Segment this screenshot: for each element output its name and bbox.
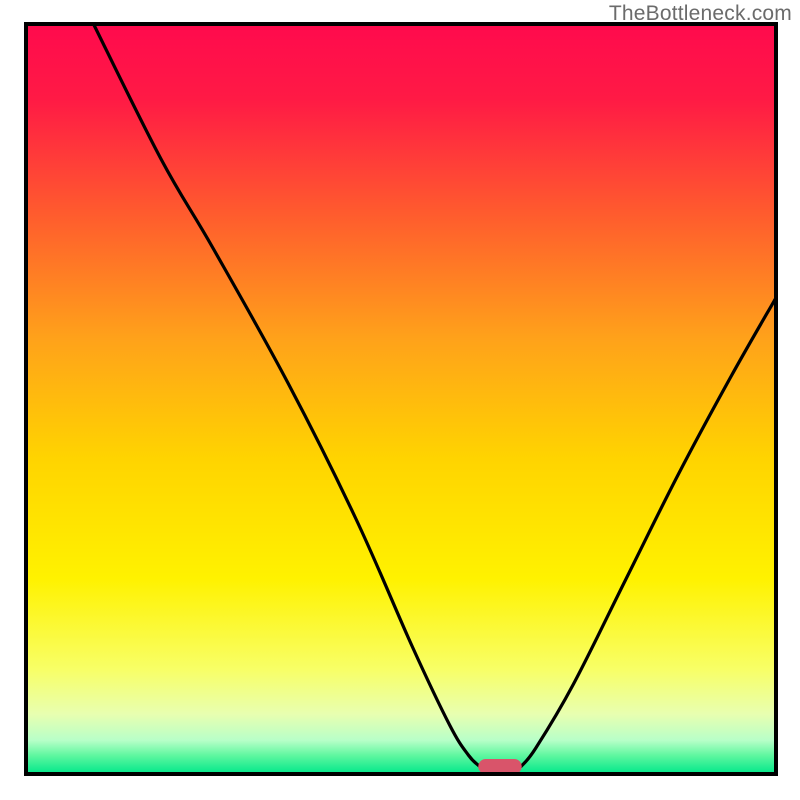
bottleneck-chart: TheBottleneck.com bbox=[0, 0, 800, 800]
chart-svg bbox=[0, 0, 800, 800]
optimal-point-marker bbox=[478, 759, 522, 774]
watermark-text: TheBottleneck.com bbox=[609, 2, 792, 26]
heat-gradient-background bbox=[26, 24, 776, 774]
